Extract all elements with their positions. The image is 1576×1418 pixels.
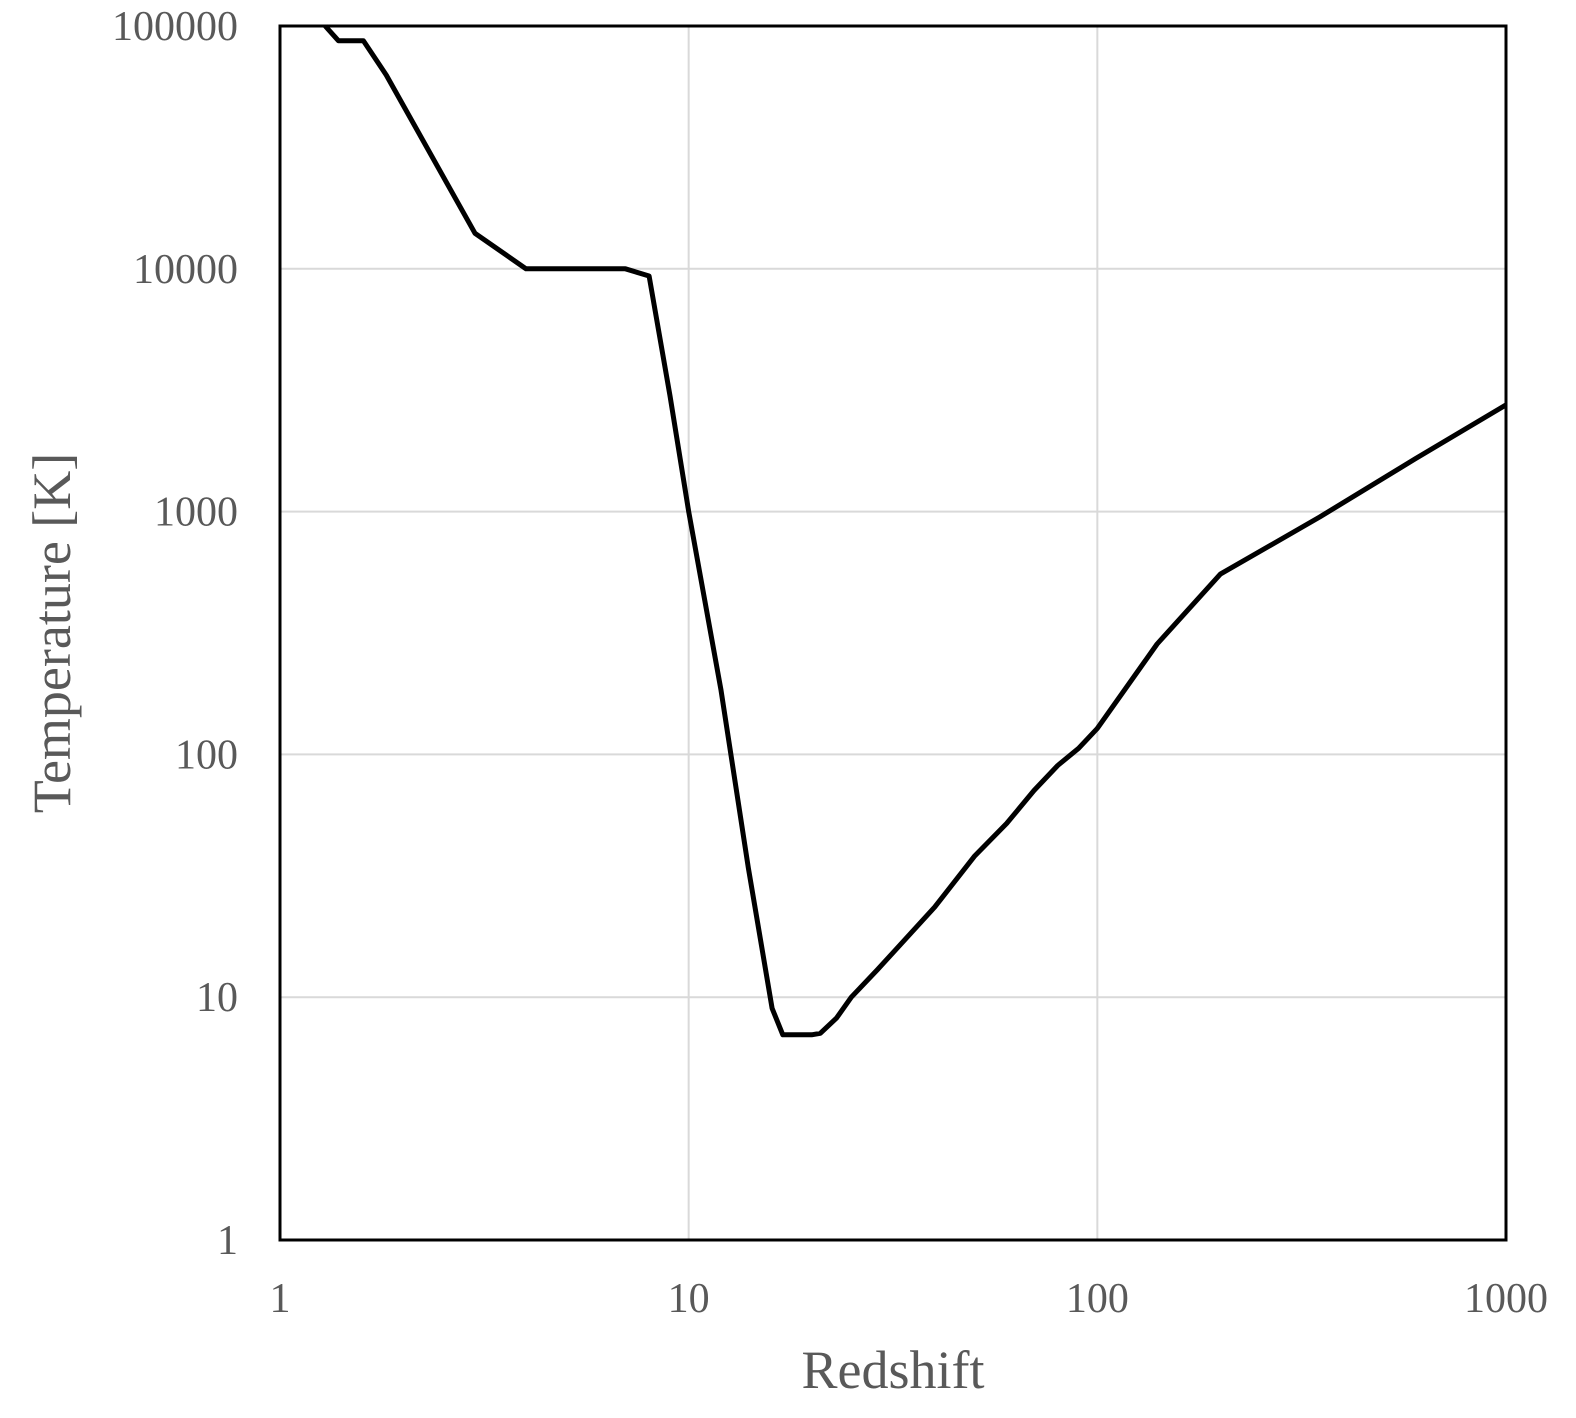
y-tick-label: 100 <box>175 732 238 778</box>
x-tick-label: 10 <box>668 1276 710 1322</box>
x-tick-label: 100 <box>1066 1276 1129 1322</box>
plot-frame <box>278 24 1508 1242</box>
x-tick-label: 1 <box>270 1276 291 1322</box>
x-tick-label: 1000 <box>1464 1276 1548 1322</box>
y-tick-label: 10 <box>196 975 238 1021</box>
y-tick-label: 1000 <box>154 490 238 536</box>
data-line <box>323 24 1508 1038</box>
y-tick-label: 100000 <box>112 4 238 50</box>
y-axis-label: Temperature [K] <box>22 453 82 814</box>
x-axis-label: Redshift <box>802 1340 985 1400</box>
y-tick-label: 1 <box>217 1218 238 1264</box>
y-tick-label: 10000 <box>133 247 238 293</box>
